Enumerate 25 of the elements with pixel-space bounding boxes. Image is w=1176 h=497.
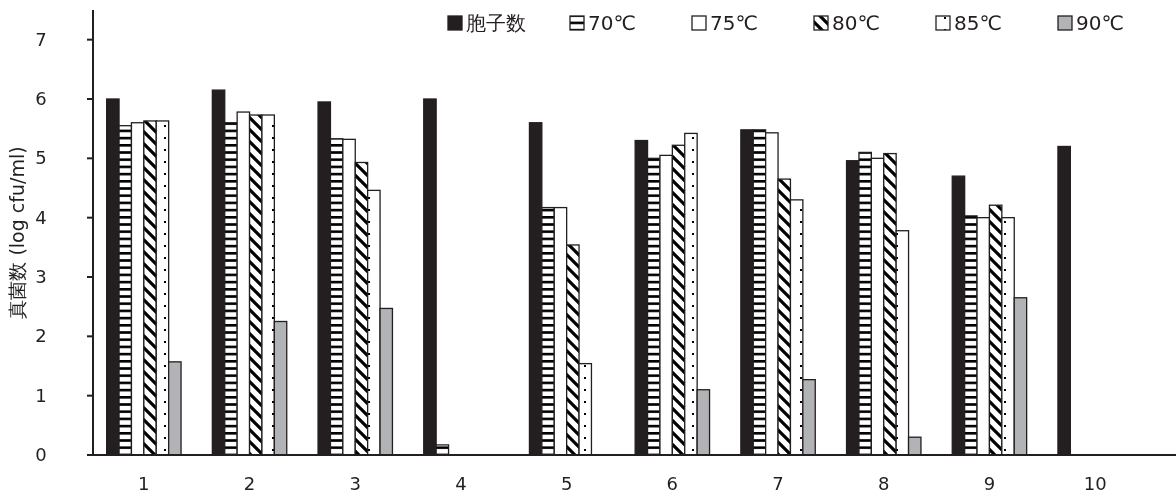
x-tick-label: 7 <box>772 473 784 494</box>
x-tick-label: 2 <box>243 473 256 494</box>
x-tick-label: 10 <box>1083 473 1107 494</box>
y-tick-label: 0 <box>35 444 47 465</box>
legend-label: 75℃ <box>710 11 758 35</box>
x-tick-label: 1 <box>138 473 150 494</box>
legend-label: 90℃ <box>1076 11 1124 35</box>
legend-label: 85℃ <box>954 11 1002 35</box>
y-tick-label: 4 <box>35 206 47 228</box>
y-tick-label: 7 <box>35 28 47 50</box>
x-tick-label: 9 <box>983 473 996 494</box>
y-tick-label: 5 <box>35 147 47 169</box>
y-tick-label: 3 <box>35 266 47 287</box>
x-tick-label: 6 <box>666 473 679 494</box>
x-tick-label: 3 <box>349 473 361 494</box>
y-tick-label: 2 <box>35 325 47 347</box>
y-axis-title: 真菌数 (log cfu/ml) <box>6 146 28 319</box>
legend-label: 胞子数 <box>466 11 526 35</box>
x-tick-label: 5 <box>560 473 573 494</box>
x-tick-label: 4 <box>455 473 467 494</box>
y-tick-label: 6 <box>35 88 47 109</box>
y-tick-label: 1 <box>35 384 47 406</box>
x-tick-label: 8 <box>878 473 890 494</box>
legend-label: 80℃ <box>832 11 880 35</box>
legend-label: 70℃ <box>588 11 636 35</box>
